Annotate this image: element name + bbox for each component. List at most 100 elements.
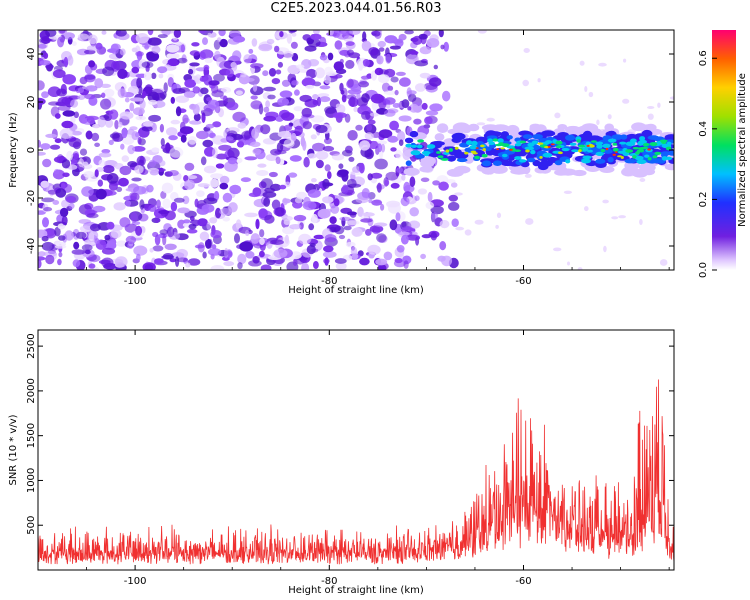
noise-blob (89, 223, 101, 232)
signal-blob (493, 160, 502, 166)
noise-blob (268, 68, 277, 77)
noise-blob (210, 173, 224, 180)
noise-blob (219, 95, 227, 100)
noise-blob (362, 212, 375, 217)
x-tick-label: -100 (124, 276, 147, 287)
noise-blob (639, 178, 646, 182)
noise-blob (361, 40, 372, 52)
signal-blob (565, 134, 576, 141)
noise-blob (135, 225, 143, 236)
signal-blob (484, 146, 492, 151)
noise-blob (495, 224, 499, 229)
noise-blob (299, 94, 312, 103)
noise-blob (317, 208, 331, 219)
noise-blob (88, 34, 98, 45)
noise-blob (270, 183, 282, 191)
signal-blob (416, 144, 423, 149)
noise-blob (61, 215, 68, 226)
noise-blob (239, 241, 254, 252)
signal-blob (665, 146, 672, 151)
noise-blob (256, 170, 269, 176)
noise-blob (406, 234, 421, 241)
noise-blob (187, 175, 198, 180)
noise-blob (348, 156, 355, 162)
noise-blob (168, 170, 179, 176)
noise-blob (79, 148, 88, 156)
signal-blob (565, 159, 571, 164)
noise-blob (106, 221, 115, 230)
signal-blob (647, 135, 660, 140)
noise-blob (121, 155, 129, 163)
signal-blob (652, 155, 658, 159)
signal-blob (545, 140, 553, 144)
noise-blob (554, 112, 561, 119)
noise-blob (389, 45, 401, 50)
noise-blob (187, 258, 201, 266)
noise-blob (133, 245, 148, 256)
noise-blob (263, 86, 276, 92)
noise-blob (359, 162, 365, 174)
noise-blob (57, 96, 71, 107)
signal-blob (617, 155, 623, 158)
noise-blob (352, 166, 361, 173)
noise-blob (346, 211, 357, 216)
signal-blob (405, 160, 412, 166)
noise-blob (315, 159, 324, 169)
signal-blob (456, 158, 468, 163)
noise-blob (341, 149, 353, 157)
noise-blob (477, 30, 487, 34)
noise-blob (584, 206, 589, 212)
spectrogram-x-label: Height of straight line (km) (288, 285, 424, 296)
noise-blob (43, 52, 49, 59)
noise-blob (83, 239, 98, 246)
noise-blob (294, 197, 303, 204)
noise-blob (81, 244, 93, 252)
noise-blob (88, 232, 95, 242)
signal-blob (555, 145, 562, 149)
noise-blob (345, 241, 356, 248)
noise-blob (88, 60, 96, 68)
noise-blob (81, 163, 93, 169)
noise-blob (303, 156, 310, 168)
noise-blob (63, 56, 69, 68)
noise-blob (361, 93, 370, 103)
y-tick-label: 0 (26, 147, 37, 153)
noise-blob (333, 61, 344, 71)
noise-blob (279, 90, 293, 98)
noise-blob (135, 115, 146, 121)
noise-blob (398, 231, 410, 236)
noise-blob (369, 112, 379, 117)
noise-blob (281, 215, 293, 221)
noise-blob (191, 42, 200, 47)
noise-blob (345, 59, 355, 69)
noise-blob (307, 153, 317, 159)
noise-blob (134, 165, 144, 174)
noise-blob (622, 98, 630, 104)
noise-blob (259, 250, 265, 258)
noise-blob (114, 119, 119, 130)
noise-blob (496, 212, 502, 219)
signal-blob (647, 148, 651, 151)
noise-blob (335, 103, 342, 109)
noise-blob (170, 119, 181, 125)
noise-blob (200, 156, 207, 166)
noise-blob (176, 257, 188, 263)
noise-blob (409, 176, 416, 187)
noise-blob (166, 127, 178, 137)
noise-blob (334, 40, 343, 50)
noise-blob (205, 123, 215, 129)
signal-blob (622, 166, 637, 175)
noise-blob (192, 86, 201, 94)
noise-blob (59, 128, 74, 139)
signal-blob (569, 142, 577, 146)
noise-blob (202, 139, 214, 148)
noise-blob (62, 172, 70, 178)
noise-blob (377, 143, 382, 153)
noise-blob (158, 73, 164, 79)
signal-blob (436, 123, 449, 133)
noise-blob (384, 109, 396, 117)
noise-blob (60, 182, 66, 190)
noise-blob (131, 177, 142, 182)
noise-blob (235, 90, 243, 95)
